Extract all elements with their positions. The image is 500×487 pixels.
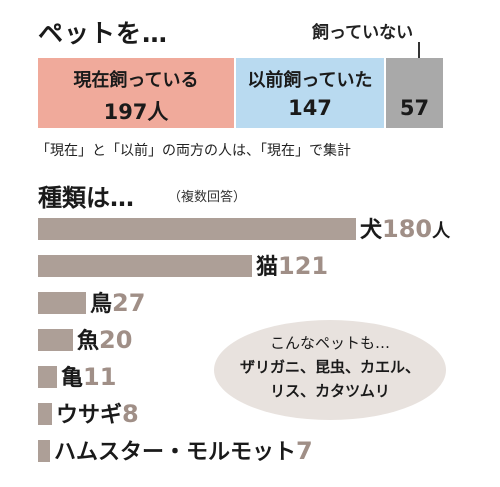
bar-fish — [38, 329, 73, 351]
category-cat: 猫 — [256, 255, 279, 280]
ownership-note: 「現在」と「以前」の両方の人は、「現在」で集計 — [36, 143, 351, 159]
segment-current-value: 197人 — [103, 100, 169, 124]
bar-label-bird: 鳥27 — [90, 290, 145, 318]
value-rabbit: 8 — [122, 400, 139, 428]
bar-label-fish: 魚20 — [77, 327, 132, 355]
types-subtitle: （複数回答） — [168, 190, 247, 205]
bar-label-hamster: ハムスター・モルモット7 — [54, 438, 313, 466]
category-hamster: ハムスター・モルモット — [54, 440, 297, 465]
bar-label-rabbit: ウサギ8 — [56, 401, 139, 429]
value-unit: 人 — [432, 221, 451, 242]
segment-current-label: 現在飼っている — [73, 70, 199, 91]
bubble-line-3: リス、カタツムリ — [270, 382, 390, 400]
bar-dog — [38, 218, 356, 240]
bar-turtle — [38, 366, 57, 388]
category-turtle: 亀 — [61, 366, 84, 391]
ownership-title: ペットを… — [38, 19, 169, 48]
value-fish: 20 — [99, 326, 133, 354]
never-owned-label: 飼っていない — [312, 23, 414, 43]
types-title: 種類は… — [38, 184, 134, 212]
category-bird: 鳥 — [90, 292, 113, 317]
value-dog: 180 — [382, 215, 433, 243]
category-dog: 犬 — [360, 218, 383, 243]
segment-past-label: 以前飼っていた — [247, 70, 373, 91]
value-bird: 27 — [112, 289, 146, 317]
segment-never: 57 — [386, 58, 443, 128]
value-cat: 121 — [278, 252, 329, 280]
category-rabbit: ウサギ — [56, 403, 123, 428]
bar-label-cat: 猫121 — [256, 253, 328, 281]
segment-never-value: 57 — [399, 96, 430, 120]
category-fish: 魚 — [77, 329, 100, 354]
segment-past: 以前飼っていた 147 — [236, 58, 384, 128]
value-turtle: 11 — [83, 363, 117, 391]
bubble-line-1: こんなペットも… — [269, 334, 390, 352]
segment-current: 現在飼っている 197人 — [38, 58, 234, 128]
value-hamster: 7 — [296, 437, 313, 465]
segment-past-value: 147 — [288, 96, 332, 120]
bar-label-dog: 犬180人 — [360, 216, 450, 245]
bar-cat — [38, 255, 252, 277]
bar-label-turtle: 亀11 — [61, 364, 116, 392]
bubble-line-2: ザリガニ、昆虫、カエル、 — [239, 358, 420, 376]
other-pets-bubble — [214, 320, 446, 420]
bar-bird — [38, 292, 86, 314]
bar-rabbit — [38, 403, 52, 425]
bar-hamster — [38, 440, 50, 462]
